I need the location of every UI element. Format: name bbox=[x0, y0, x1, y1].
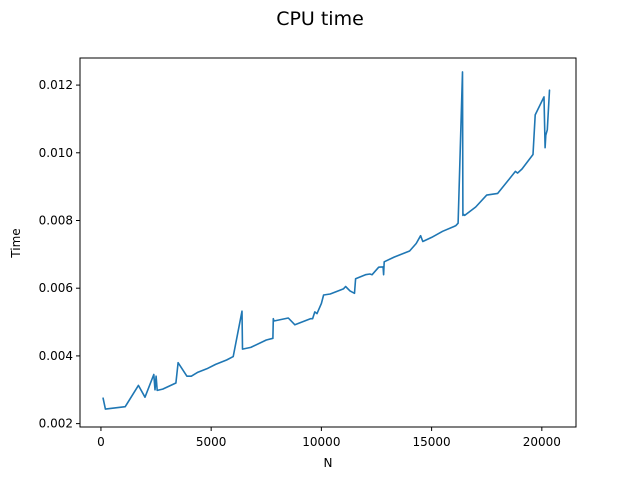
x-axis-label: N bbox=[324, 456, 333, 470]
x-tick-label: 10000 bbox=[302, 435, 340, 449]
chart-title: CPU time bbox=[276, 8, 364, 30]
x-tick-label: 20000 bbox=[523, 435, 561, 449]
y-tick-label: 0.012 bbox=[39, 78, 73, 92]
plot-area-frame bbox=[79, 57, 577, 428]
y-tick-label: 0.002 bbox=[39, 417, 73, 431]
y-axis-ticks: 0.002 0.004 0.006 0.008 0.010 0.012 bbox=[39, 78, 80, 431]
y-tick-label: 0.006 bbox=[39, 281, 73, 295]
y-tick-label: 0.010 bbox=[39, 146, 73, 160]
series-line bbox=[102, 71, 551, 410]
x-axis-ticks: 0 5000 10000 15000 20000 bbox=[97, 427, 561, 449]
x-tick-label: 15000 bbox=[413, 435, 451, 449]
x-tick-label: 0 bbox=[97, 435, 105, 449]
y-tick-label: 0.008 bbox=[39, 213, 73, 227]
y-axis-label: Time bbox=[9, 228, 23, 258]
x-tick-label: 5000 bbox=[196, 435, 227, 449]
y-tick-label: 0.004 bbox=[39, 349, 73, 363]
